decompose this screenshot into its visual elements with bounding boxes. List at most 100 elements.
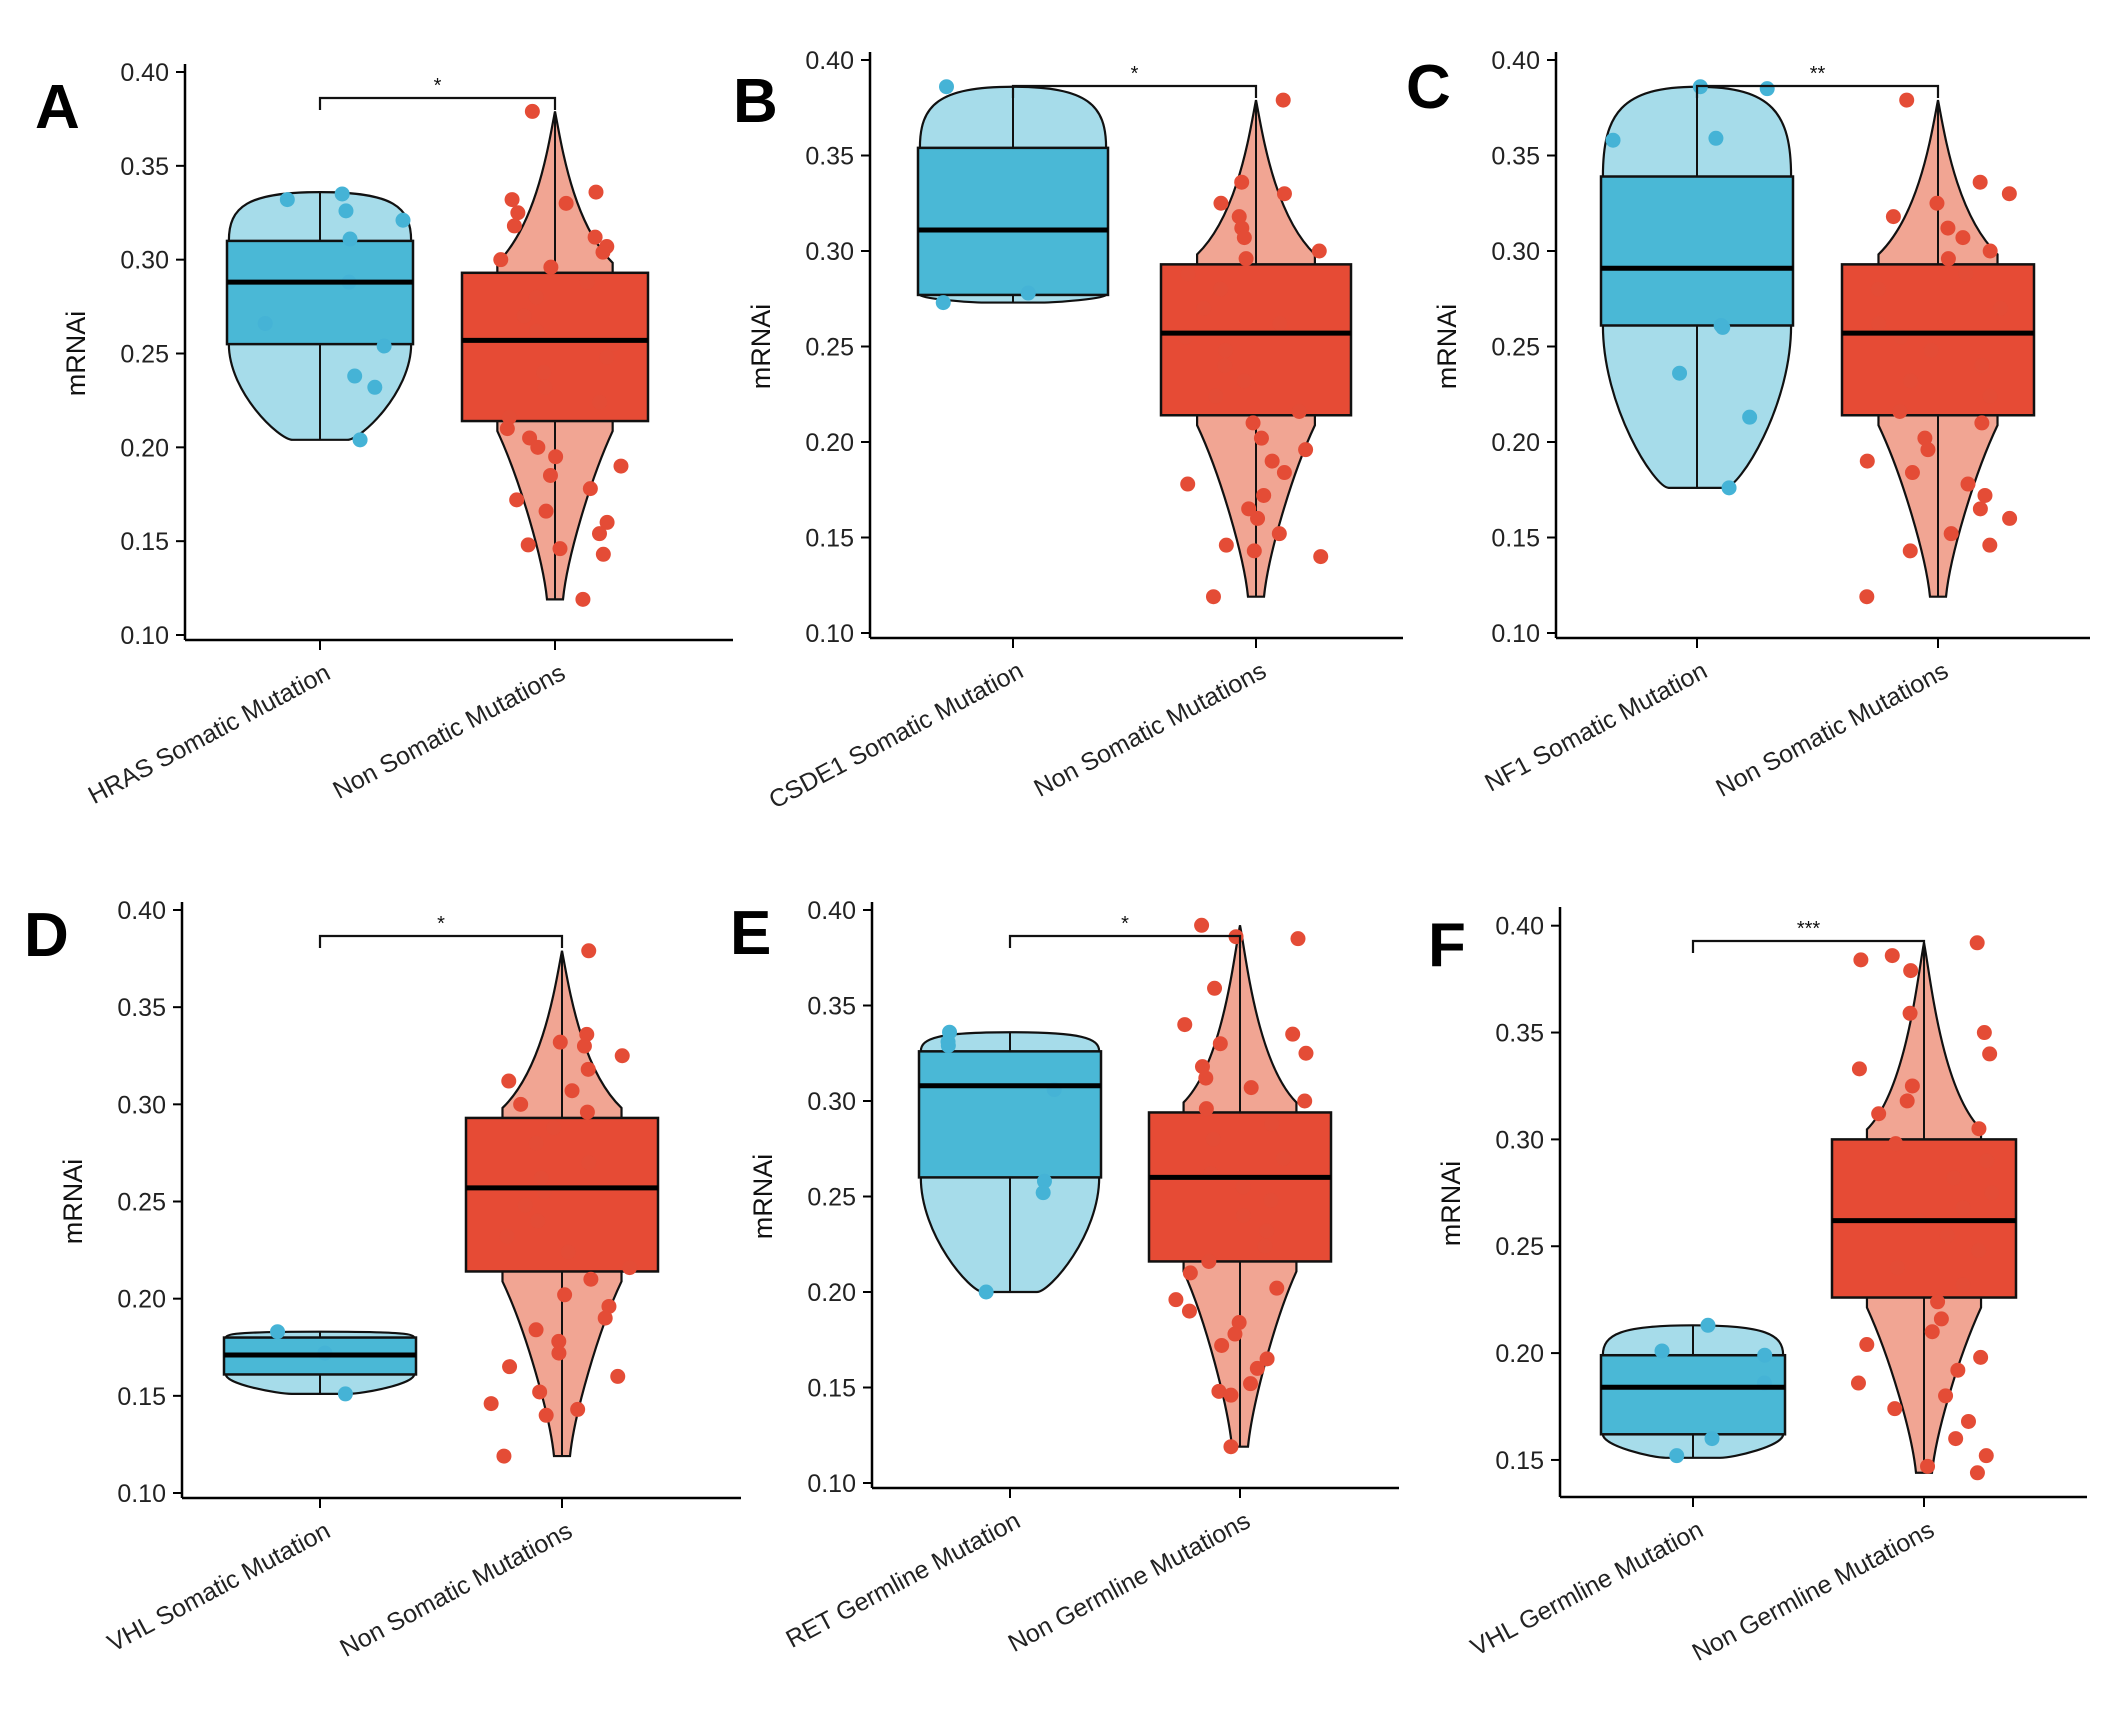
data-point (595, 546, 611, 562)
data-point (510, 205, 526, 221)
data-point (1859, 453, 1875, 469)
data-point (1271, 526, 1287, 542)
data-point (532, 1384, 548, 1400)
data-point (1889, 1260, 1905, 1276)
data-point (1208, 388, 1224, 404)
series-nf1-somatic-mutation (1599, 79, 1795, 496)
data-point (1960, 476, 1976, 492)
data-point (1243, 1376, 1259, 1392)
data-point (338, 203, 354, 219)
y-tick-label: 0.40 (1491, 47, 1540, 75)
y-tick-label: 0.35 (805, 143, 854, 171)
data-point (1243, 1080, 1259, 1096)
data-point (530, 439, 546, 455)
data-point (520, 537, 536, 553)
data-point (1993, 300, 2009, 316)
data-point (530, 1213, 546, 1229)
data-point (580, 1061, 596, 1077)
data-point (1214, 1337, 1230, 1353)
y-tick-label: 0.20 (1491, 429, 1540, 457)
data-point (1285, 1026, 1301, 1042)
data-point (1259, 1223, 1275, 1239)
data-point (1948, 1431, 1964, 1447)
data-point (1246, 543, 1262, 559)
y-tick-label: 0.30 (1495, 1126, 1544, 1154)
panel-letter: A (35, 73, 80, 142)
data-point (1291, 403, 1307, 419)
data-point (1249, 1360, 1265, 1376)
series-hras-somatic-mutation (225, 186, 415, 448)
data-point (583, 1271, 599, 1287)
y-tick-label: 0.35 (120, 153, 169, 181)
data-point (1917, 430, 1933, 446)
data-point (1218, 342, 1234, 358)
data-point (1245, 415, 1261, 431)
data-point (1969, 935, 1985, 951)
data-point (528, 289, 544, 305)
significance-bracket (1008, 934, 1242, 948)
data-point (504, 192, 520, 208)
series-non-germline-mutations (1830, 935, 2018, 1481)
data-point (1205, 1131, 1221, 1147)
data-point (2001, 186, 2017, 202)
data-point (1973, 1349, 1989, 1365)
y-tick-label: 0.25 (805, 334, 854, 362)
data-point (576, 1038, 592, 1054)
y-tick-label: 0.40 (1495, 913, 1544, 941)
data-point (1960, 1413, 1976, 1429)
y-axis-label: mRNAi (748, 1154, 778, 1240)
x-category-label: VHL Germline Mutation (1466, 1516, 1708, 1662)
y-tick-label: 0.35 (1495, 1020, 1544, 1048)
significance-bracket (318, 934, 564, 948)
data-point (1313, 549, 1329, 565)
significance-label: * (1121, 913, 1129, 935)
y-tick-label: 0.35 (1491, 143, 1540, 171)
data-point (1212, 1036, 1228, 1052)
data-point (528, 1322, 544, 1338)
data-point (337, 1386, 353, 1402)
y-tick-label: 0.40 (807, 897, 856, 925)
data-point (1669, 1448, 1685, 1464)
data-point (347, 368, 363, 384)
y-tick-label: 0.40 (805, 47, 854, 75)
data-point (1982, 1046, 1998, 1062)
panel-letter: E (730, 899, 771, 968)
data-point (582, 481, 598, 497)
data-point (506, 218, 522, 234)
data-point (581, 943, 597, 959)
data-point (1181, 1303, 1197, 1319)
data-point (552, 1034, 568, 1050)
data-point (1899, 1093, 1915, 1109)
data-point (1234, 174, 1250, 190)
data-point (1223, 1439, 1239, 1455)
data-point (1971, 1121, 1987, 1137)
data-point (376, 338, 392, 354)
data-point (1742, 409, 1758, 425)
data-point (537, 379, 553, 395)
data-point (1969, 1465, 1985, 1481)
data-point (1888, 1136, 1904, 1152)
data-point (1958, 266, 1974, 282)
data-point (1298, 1045, 1314, 1061)
data-point (1984, 1185, 2000, 1201)
significance-label: ** (1810, 63, 1826, 85)
data-point (509, 492, 525, 508)
data-point (533, 1170, 549, 1186)
data-point (1238, 251, 1254, 267)
data-point (1276, 465, 1292, 481)
y-tick-label: 0.20 (1495, 1340, 1544, 1368)
data-point (551, 1333, 567, 1349)
data-point (1236, 230, 1252, 246)
data-point (1180, 476, 1196, 492)
data-point (938, 79, 954, 95)
data-point (1196, 300, 1212, 316)
significance-label: *** (1797, 918, 1821, 940)
data-point (1982, 537, 1998, 553)
data-point (1977, 487, 1993, 503)
x-category-label: Non Somatic Mutations (1711, 657, 1952, 803)
significance-bracket (1691, 939, 1926, 953)
x-category-label: VHL Somatic Mutation (103, 1517, 335, 1658)
